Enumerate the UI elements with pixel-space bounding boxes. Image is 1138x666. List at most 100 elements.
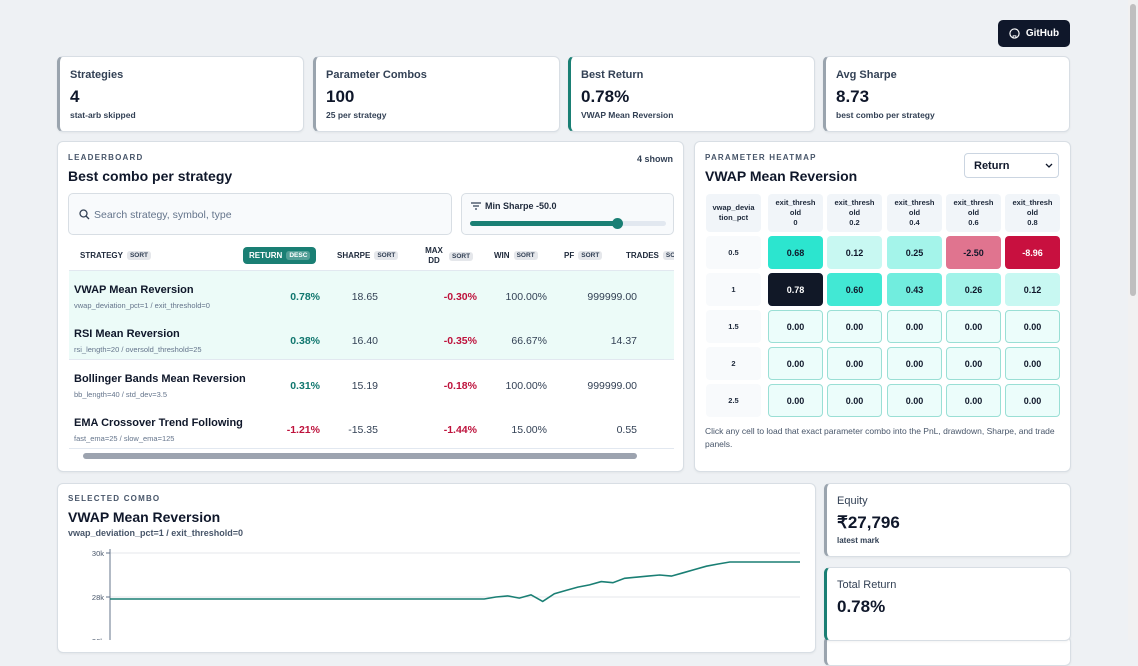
metric-select[interactable]: Return [964, 153, 1059, 178]
row-header: vwap_deviation_pct [706, 194, 761, 232]
column-header: exit_threshold 0.8 [1005, 194, 1060, 232]
column-header[interactable]: SHARPE SORT [337, 251, 399, 260]
stat-label: Avg Sharpe [836, 69, 897, 81]
heatmap-cell[interactable]: 0.00 [887, 347, 942, 380]
heatmap-cell[interactable]: 0.00 [1005, 310, 1060, 343]
heatmap-cell[interactable]: 0.78 [768, 273, 823, 306]
cell-sharpe: 16.40 [351, 335, 378, 348]
equity-line [110, 561, 800, 603]
column-name: exit_threshold [1012, 198, 1053, 217]
heatmap-cell[interactable]: 0.00 [946, 310, 1001, 343]
heatmap-cell[interactable]: 0.00 [768, 384, 823, 417]
heatmap-cell[interactable]: 0.43 [887, 273, 942, 306]
heatmap-cell[interactable]: 0.00 [1005, 347, 1060, 380]
header-label: WIN [494, 251, 510, 260]
strategy-name: VWAP Mean Reversion [74, 284, 194, 296]
table-row[interactable]: RSI Mean Reversion rsi_length=20 / overso… [69, 315, 674, 361]
heatmap-cell[interactable]: 0.00 [768, 310, 823, 343]
stat-value: 0.78% [581, 87, 630, 106]
column-value: 0.4 [909, 218, 920, 227]
heatmap-cell[interactable]: 0.12 [1005, 273, 1060, 306]
cell-win: 100.00% [505, 291, 547, 303]
column-header[interactable]: WIN SORT [494, 251, 538, 260]
table-row[interactable]: Bollinger Bands Mean Reversion bb_length=… [69, 359, 674, 405]
heatmap-cell[interactable]: 0.12 [827, 236, 882, 269]
scrollbar-thumb[interactable] [1130, 4, 1136, 296]
column-header[interactable]: TRADESSORT [626, 251, 674, 260]
heatmap-cell[interactable]: 0.00 [946, 384, 1001, 417]
heatmap-cell[interactable]: 0.00 [827, 384, 882, 417]
cell-win: 100.00% [505, 379, 547, 392]
cell-max-dd: -0.35% [443, 335, 477, 348]
side-label: Total Return [837, 579, 897, 591]
stat-value: 100 [326, 87, 355, 106]
selected-panel: SELECTED COMBO VWAP Mean Reversion vwap_… [57, 483, 816, 653]
github-button[interactable]: GitHub [998, 20, 1070, 47]
column-header[interactable]: RETURN DESC [243, 247, 317, 264]
cell-max-dd: -0.18% [443, 379, 477, 392]
column-header: exit_threshold 0 [768, 194, 823, 232]
cell-win: 66.67% [511, 335, 547, 348]
heatmap-cell[interactable]: 0.68 [768, 236, 823, 269]
strategy-params: fast_ema=25 / slow_ema=125 [74, 433, 175, 443]
stat-value: 4 [70, 87, 80, 106]
row-label: 1.5 [706, 310, 761, 343]
sort-tag: SORT [578, 251, 603, 260]
heatmap-cell[interactable]: 0.26 [946, 273, 1001, 306]
side-sub: latest mark [837, 536, 880, 545]
scrollbar-track [1128, 0, 1138, 640]
stat-label: Best Return [581, 69, 644, 81]
slider-knob[interactable] [612, 218, 623, 229]
strategy-name: RSI Mean Reversion [74, 328, 180, 341]
panel-title: VWAP Mean Reversion [705, 168, 858, 184]
table: STRATEGY SORT RETURN DESC SHARPE SORT MAX DD SO… [69, 242, 674, 454]
stat-sub: VWAP Mean Reversion [581, 110, 674, 120]
heatmap-cell[interactable]: -2.50 [946, 236, 1001, 269]
cell-pf: 999999.00 [587, 379, 637, 392]
cell-sharpe: 18.65 [351, 291, 378, 303]
heatmap-cell[interactable]: 0.00 [827, 310, 882, 343]
stat-label: Parameter Combos [326, 69, 427, 81]
column-name: exit_threshold [775, 198, 816, 217]
panel-title: VWAP Mean Reversion [68, 509, 221, 525]
sort-tag: SORT [126, 251, 152, 260]
column-value: 0.6 [968, 218, 979, 227]
heatmap-cell[interactable]: 0.25 [887, 236, 942, 269]
search-box[interactable]: Search strategy, symbol, type [68, 193, 452, 235]
heatmap-cell[interactable]: 0.60 [827, 273, 882, 306]
heatmap-cell[interactable]: -8.96 [1005, 236, 1060, 269]
heatmap-cell[interactable]: 0.00 [946, 347, 1001, 380]
table-row[interactable]: EMA Crossover Trend Following fast_ema=25… [69, 403, 674, 449]
column-header[interactable]: STRATEGY SORT [80, 251, 152, 260]
header-divider [69, 270, 674, 271]
row-label: 0.5 [706, 236, 761, 269]
row-label: 2 [706, 347, 761, 380]
heatmap-cell[interactable]: 0.00 [827, 347, 882, 380]
cell-pf: 999999.00 [587, 291, 637, 303]
column-header[interactable]: MAX DD SORT [423, 246, 474, 266]
eyebrow: SELECTED COMBO [68, 494, 161, 503]
column-name: exit_threshold [953, 198, 994, 217]
heatmap-cell[interactable]: 0.00 [1005, 384, 1060, 417]
h-scroll-thumb[interactable] [83, 453, 637, 459]
panel-title: Best combo per strategy [68, 168, 233, 184]
strategy-name: Bollinger Bands Mean Reversion [74, 372, 246, 385]
heatmap-cell[interactable]: 0.00 [887, 384, 942, 417]
cell-sharpe: -15.35 [348, 423, 378, 436]
column-header[interactable]: PF SORT [564, 251, 603, 260]
y-tick-label: 28k [92, 593, 104, 602]
leaderboard-panel: LEADERBOARD Best combo per strategy 4 sh… [57, 141, 684, 472]
strategy-params: rsi_length=20 / oversold_threshold=25 [74, 345, 202, 355]
heatmap-cell[interactable]: 0.00 [768, 347, 823, 380]
heatmap-cell[interactable]: 0.00 [887, 310, 942, 343]
side-card: Equity ₹27,796 latest mark [824, 483, 1071, 557]
equity-chart: 30k 28k 26k [92, 549, 800, 640]
cell-win: 15.00% [511, 423, 547, 436]
cell-sharpe: 15.19 [351, 379, 378, 392]
stat-card: Avg Sharpe 8.73 best combo per strategy [823, 56, 1070, 132]
cell-return: 0.31% [290, 379, 320, 392]
table-row[interactable]: VWAP Mean Reversion vwap_deviation_pct=1 … [69, 271, 674, 316]
stat-sub: stat-arb skipped [70, 110, 136, 120]
sort-tag: DESC [286, 251, 311, 260]
header-label: TRADES [626, 251, 659, 260]
